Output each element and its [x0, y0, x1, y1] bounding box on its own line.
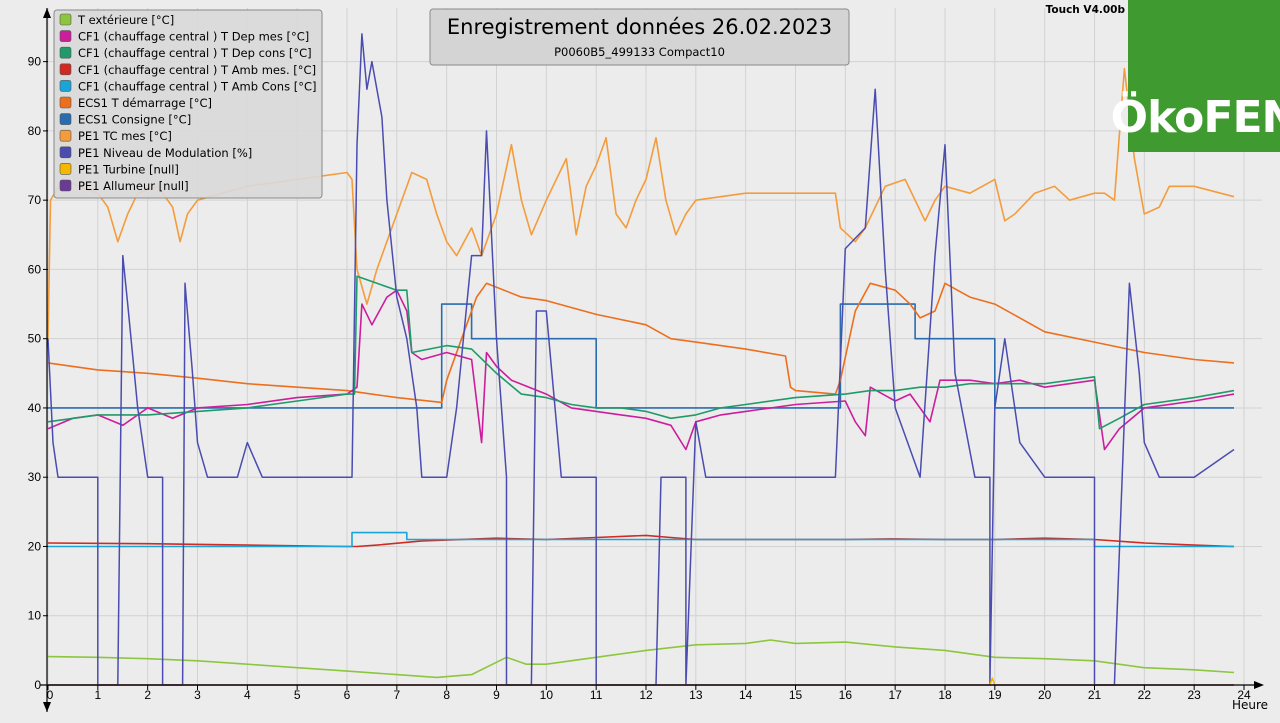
x-axis-label: Heure	[1232, 698, 1268, 712]
legend-swatch	[59, 63, 72, 76]
y-tick-label: 60	[28, 262, 42, 276]
x-tick-label: 0	[47, 688, 54, 702]
x-tick-label: 23	[1187, 688, 1201, 702]
x-tick-label: 11	[590, 688, 603, 702]
x-tick-label: 12	[639, 688, 653, 702]
y-axis-arrow-up-icon	[43, 8, 51, 18]
brand-logo: ÖkoFEN	[1111, 0, 1280, 152]
axes: Heure	[40, 8, 1268, 712]
x-tick-label: 17	[888, 688, 902, 702]
y-tick-label: 20	[28, 539, 42, 553]
legend-entry: CF1 (chauffage central ) T Dep mes [°C]	[78, 30, 309, 44]
y-tick-label: 70	[28, 193, 42, 207]
x-tick-label: 22	[1138, 688, 1152, 702]
legend-entry: PE1 Allumeur [null]	[78, 179, 189, 193]
x-tick-label: 1	[94, 688, 101, 702]
series-line-5	[47, 282, 1235, 404]
legend-entry: CF1 (chauffage central ) T Amb Cons [°C]	[78, 79, 316, 93]
legend-swatch	[59, 96, 72, 109]
x-tick-label: 14	[739, 688, 753, 702]
x-tick-label: 21	[1088, 688, 1102, 702]
x-tick-label: 16	[839, 688, 853, 702]
x-tick-label: 7	[393, 688, 400, 702]
x-tick-label: 8	[443, 688, 450, 702]
x-tick-label: 13	[689, 688, 703, 702]
legend-swatch	[59, 13, 72, 26]
series-line-0	[47, 639, 1235, 679]
legend-swatch	[59, 80, 72, 92]
x-tick-label: 10	[540, 688, 554, 702]
y-axis-arrow-down-icon	[43, 702, 51, 712]
x-tick-label: 19	[988, 688, 1002, 702]
y-tick-label: 50	[28, 332, 42, 346]
title-box-bg	[429, 8, 850, 66]
title-box: Enregistrement données 26.02.2023 P0060B…	[429, 8, 850, 66]
tick-labels: 0 1 2 3 4 5 6 7 8 9 10 11 12 13 14 15 16 17 18 19 20 21 22 23 24…	[28, 55, 1251, 702]
x-tick-label: 4	[244, 688, 251, 702]
legend: T extérieure [°C] CF1 (chauffage central …	[53, 9, 323, 199]
series-line-3	[47, 534, 1235, 548]
legend-swatch	[59, 113, 72, 125]
x-tick-label: 9	[493, 688, 500, 702]
legend-entry: PE1 Turbine [null]	[78, 162, 179, 176]
legend-box	[53, 9, 323, 199]
x-axis-arrow-icon	[1254, 681, 1264, 689]
chart-subtitle: P0060B5_499133 Compact10	[554, 45, 725, 59]
logo-bg	[1128, 0, 1280, 152]
x-tick-label: 15	[789, 688, 803, 702]
chart-title: Enregistrement données 26.02.2023	[447, 15, 832, 39]
y-tick-label: 30	[28, 470, 42, 484]
series-line-7	[47, 67, 1235, 339]
x-tick-label: 20	[1038, 688, 1052, 702]
y-tick-label: 0	[34, 678, 41, 692]
legend-swatch	[59, 179, 72, 192]
legend-swatch	[59, 163, 72, 175]
legend-entry: CF1 (chauffage central ) T Dep cons [°C]	[78, 46, 312, 60]
x-tick-label: 24	[1237, 688, 1251, 702]
legend-entry: T extérieure [°C]	[77, 13, 174, 27]
x-tick-label: 5	[294, 688, 301, 702]
legend-entry: CF1 (chauffage central ) T Amb mes. [°C]	[78, 63, 316, 77]
version-label: Touch V4.00b	[1046, 4, 1126, 16]
legend-entry: ECS1 T démarrage [°C]	[78, 96, 212, 110]
x-tick-label: 6	[344, 688, 351, 702]
x-tick-label: 2	[144, 688, 151, 702]
legend-swatch	[59, 30, 72, 42]
legend-swatch	[59, 46, 72, 59]
legend-entry: ECS1 Consigne [°C]	[78, 113, 191, 127]
series-line-1	[47, 289, 1235, 451]
legend-swatch	[59, 129, 72, 142]
x-tick-label: 18	[938, 688, 952, 702]
legend-entry: PE1 Niveau de Modulation [%]	[78, 146, 252, 160]
x-tick-label: 3	[194, 688, 201, 702]
y-tick-label: 40	[28, 401, 42, 415]
logo-text: ÖkoFEN	[1111, 90, 1280, 143]
legend-swatch	[59, 146, 72, 159]
legend-entry: PE1 TC mes [°C]	[78, 129, 172, 143]
y-tick-label: 90	[28, 55, 42, 69]
y-tick-label: 10	[28, 609, 42, 623]
y-tick-label: 80	[28, 124, 42, 138]
